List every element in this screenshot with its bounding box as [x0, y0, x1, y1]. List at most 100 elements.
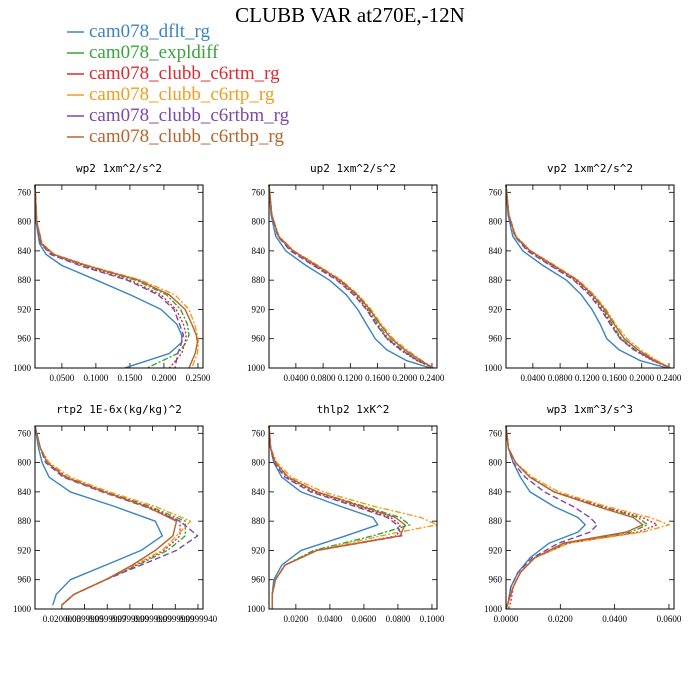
x-tick-label: 0.1600 — [365, 373, 390, 383]
y-tick-label: 800 — [489, 458, 503, 468]
y-tick-label: 960 — [252, 334, 266, 344]
panel-title: thlp2 1xK^2 — [317, 403, 390, 416]
y-tick-label: 760 — [252, 428, 266, 438]
x-tick-label: 0.0800 — [548, 373, 573, 383]
y-tick-label: 840 — [252, 246, 266, 256]
x-tick-label: 0.2000 — [152, 373, 177, 383]
y-tick-label: 840 — [252, 487, 266, 497]
x-tick-label: 0.0999999 — [133, 614, 172, 624]
y-tick-label: 920 — [18, 304, 32, 314]
series-line — [268, 425, 379, 609]
x-tick-label: 0.0599999 — [88, 614, 127, 624]
series-line — [268, 184, 434, 369]
x-tick-label: 0.1500 — [118, 373, 143, 383]
series-line — [34, 425, 164, 606]
y-tick-label: 1000 — [484, 363, 503, 373]
plot-frame — [268, 425, 438, 610]
y-tick-label: 880 — [252, 516, 266, 526]
y-tick-label: 1000 — [247, 604, 266, 614]
x-tick-label: 0.0200000 — [43, 614, 82, 624]
panel: wp3 1xm^3/s^3 760 800 840 880 920 960 10000.000… — [484, 403, 682, 624]
panel-title: rtp2 1E-6x(kg/kg)^2 — [56, 403, 182, 416]
x-tick-label: 0.0400 — [521, 373, 546, 383]
y-tick-label: 760 — [489, 428, 503, 438]
series-line — [268, 425, 438, 609]
y-tick-label: 880 — [252, 275, 266, 285]
y-tick-label: 920 — [252, 545, 266, 555]
y-tick-label: 840 — [18, 246, 32, 256]
y-tick-label: 880 — [18, 516, 32, 526]
x-tick-label: 0.0999940 — [179, 614, 218, 624]
plot-frame — [34, 184, 204, 369]
figure-title: CLUBB VAR at270E,-12N — [235, 3, 465, 27]
panel: wp2 1xm^2/s^2 760 800 840 880 920 960 1000 0.050… — [13, 162, 211, 383]
x-tick-label: 0.2500 — [186, 373, 211, 383]
x-tick-label: 0.2400 — [420, 373, 445, 383]
series-line — [505, 425, 586, 610]
series-line — [505, 184, 671, 369]
y-tick-label: 800 — [18, 458, 32, 468]
plot-frame — [505, 425, 675, 610]
x-tick-label: 0.0800 — [386, 614, 411, 624]
panel-title: vp2 1xm^2/s^2 — [547, 162, 633, 175]
series-line — [34, 425, 178, 606]
panel: up2 1xm^2/s^2 760 800 840 880 920 960 1000 0.040… — [247, 162, 445, 383]
plot-frame — [505, 184, 675, 369]
panel: vp2 1xm^2/s^2 760 800 840 880 920 960 1000 0.040… — [484, 162, 682, 383]
x-tick-label: 0.0400 — [318, 614, 343, 624]
series-line — [268, 184, 434, 369]
series-line — [34, 184, 187, 369]
series-line — [268, 425, 406, 609]
x-tick-label: 0.0600 — [657, 614, 682, 624]
x-tick-label: 0.0400 — [602, 614, 627, 624]
y-tick-label: 960 — [489, 575, 503, 585]
y-tick-label: 960 — [18, 575, 32, 585]
x-tick-label: 0.1600 — [602, 373, 627, 383]
x-tick-label: 0.0400 — [284, 373, 309, 383]
y-tick-label: 880 — [489, 275, 503, 285]
y-tick-label: 840 — [489, 487, 503, 497]
series-line — [505, 184, 671, 369]
y-tick-label: 760 — [18, 187, 32, 197]
x-tick-label: 0.1200 — [575, 373, 600, 383]
y-tick-label: 840 — [489, 246, 503, 256]
y-tick-label: 800 — [252, 458, 266, 468]
y-tick-label: 880 — [18, 275, 32, 285]
y-tick-label: 800 — [489, 217, 503, 227]
series-line — [505, 425, 598, 610]
panel: rtp2 1E-6x(kg/kg)^2 760 800 840 880 920 960 100… — [13, 403, 218, 624]
y-tick-label: 960 — [489, 334, 503, 344]
panel: thlp2 1xK^2 760 800 840 880 920 960 1000 0.0200 0… — [247, 403, 445, 624]
x-tick-label: 0.0200 — [284, 614, 309, 624]
plot-frame — [34, 425, 204, 610]
y-tick-label: 760 — [252, 187, 266, 197]
y-tick-label: 960 — [252, 575, 266, 585]
y-tick-label: 920 — [489, 304, 503, 314]
legend-entry: cam078_clubb_c6rtm_rg — [89, 63, 280, 84]
series-line — [505, 184, 668, 369]
legend-entry: cam078_dflt_rg — [89, 21, 211, 42]
series-line — [505, 425, 670, 610]
x-tick-label: 0.0200 — [548, 614, 573, 624]
legend-entry: cam078_clubb_c6rtp_rg — [89, 84, 275, 105]
x-tick-label: 0.2000 — [392, 373, 417, 383]
series-line — [34, 184, 199, 369]
x-tick-label: 0.2400 — [657, 373, 682, 383]
plot-frame — [268, 184, 438, 369]
y-tick-label: 960 — [18, 334, 32, 344]
y-tick-label: 800 — [18, 217, 32, 227]
x-tick-label: 0.0600 — [352, 614, 377, 624]
panel-title: wp3 1xm^3/s^3 — [547, 403, 633, 416]
panels: wp2 1xm^2/s^2 760 800 840 880 920 960 1000 0.050… — [13, 162, 682, 624]
series-line — [268, 425, 403, 609]
y-tick-label: 920 — [18, 545, 32, 555]
x-tick-label: 0.1000 — [84, 373, 109, 383]
legend-entry: cam078_clubb_c6rtbp_rg — [89, 126, 284, 147]
series-line — [34, 184, 200, 369]
y-tick-label: 920 — [252, 304, 266, 314]
y-tick-label: 1000 — [13, 604, 32, 614]
x-tick-label: 0.0800 — [311, 373, 336, 383]
y-tick-label: 1000 — [13, 363, 32, 373]
y-tick-label: 880 — [489, 516, 503, 526]
